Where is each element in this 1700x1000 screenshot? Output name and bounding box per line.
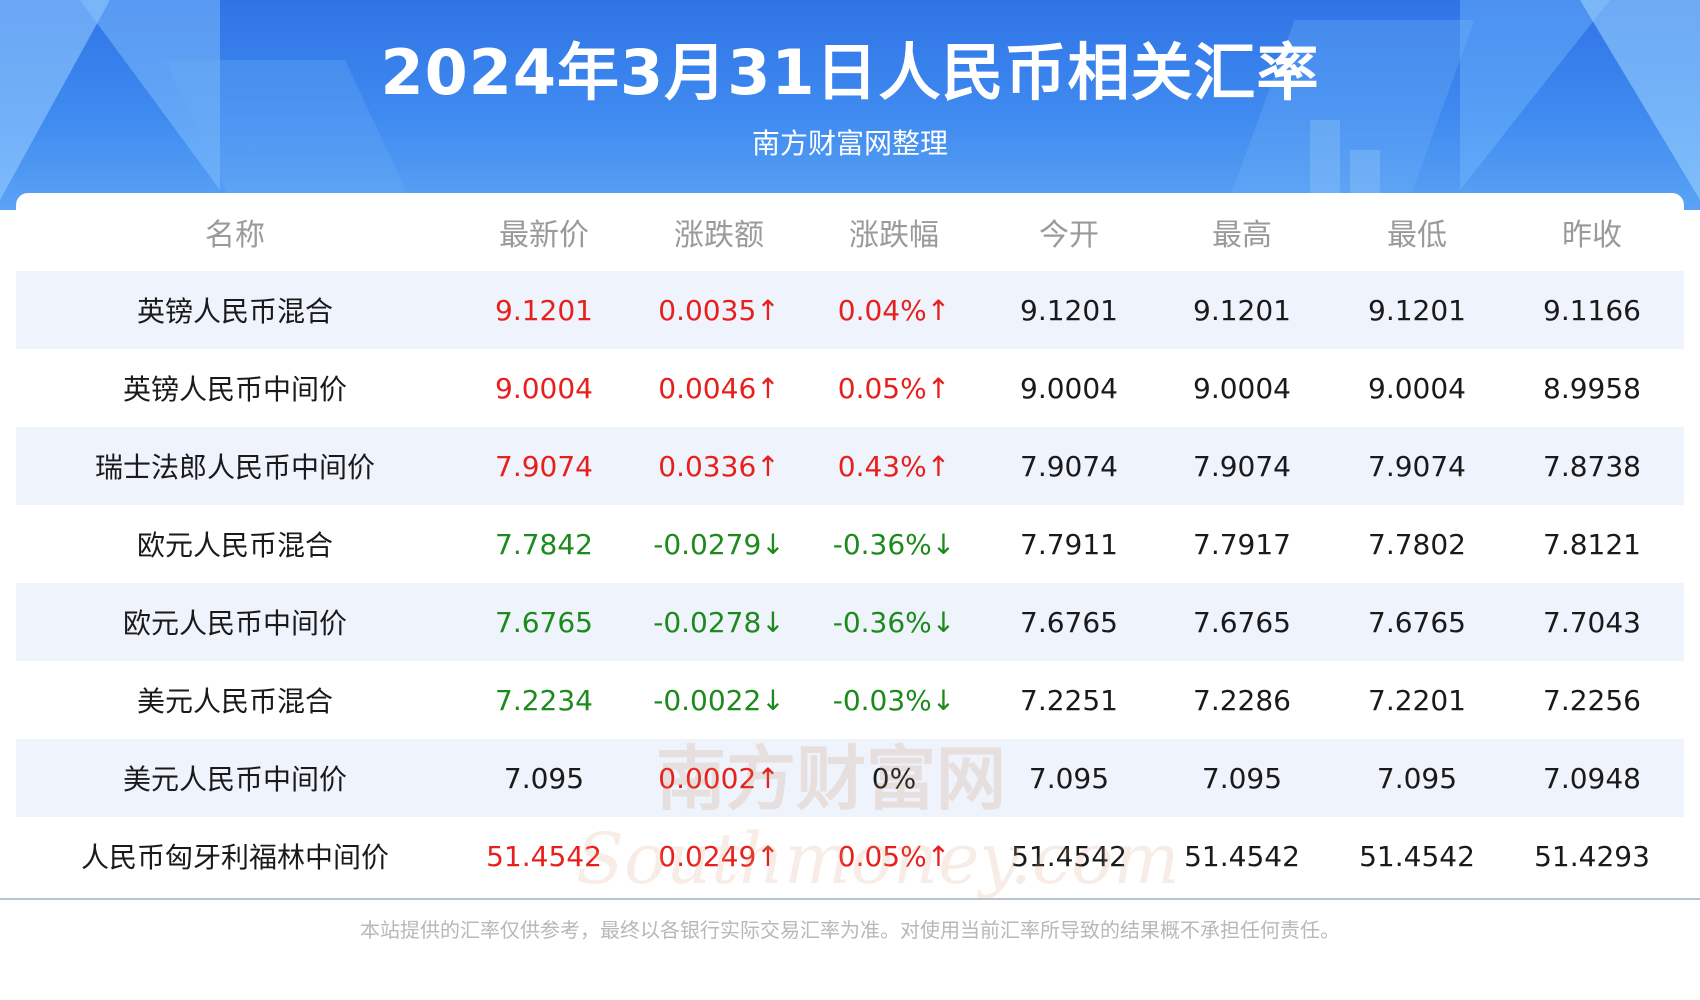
column-header-change: 涨跌额	[674, 218, 764, 253]
cell-latest: 9.1201	[495, 293, 593, 327]
cell-change: 0.0336↑	[658, 449, 780, 483]
cell-open: 7.9074	[1020, 449, 1118, 483]
disclaimer-text: 本站提供的汇率仅供参考，最终以各银行实际交易汇率为准。对使用当前汇率所导致的结果…	[360, 918, 1340, 942]
cell-name: 欧元人民币中间价	[122, 607, 347, 640]
table-header-row: 名称 最新价 涨跌额 涨跌幅 今开 最高 最低 昨收	[16, 193, 1684, 271]
decor-shape	[1580, 0, 1700, 200]
table-row: 英镑人民币混合 9.1201 0.0035↑ 0.04%↑ 9.1201 9.1201 9.…	[16, 271, 1684, 349]
table-row: 英镑人民币中间价 9.0004 0.0046↑ 0.05%↑ 9.0004 9.0004 9…	[16, 349, 1684, 427]
cell-change: 0.0002↑	[658, 761, 780, 795]
cell-low: 51.4542	[1359, 839, 1475, 873]
column-header-prev-close: 昨收	[1562, 218, 1622, 253]
cell-percent: -0.36%↓	[832, 527, 956, 561]
cell-low: 7.6765	[1368, 605, 1466, 639]
cell-name: 英镑人民币中间价	[122, 373, 347, 406]
page-title: 2024年3月31日人民币相关汇率	[380, 36, 1320, 109]
header-banner: 2024年3月31日人民币相关汇率 南方财富网整理	[0, 0, 1700, 210]
cell-change: 0.0035↑	[658, 293, 780, 327]
cell-name: 美元人民币混合	[136, 685, 333, 718]
cell-open: 9.0004	[1020, 371, 1118, 405]
cell-open: 9.1201	[1020, 293, 1118, 327]
cell-open: 7.6765	[1020, 605, 1118, 639]
cell-percent: 0.04%↑	[837, 293, 951, 327]
rates-table: 名称 最新价 涨跌额 涨跌幅 今开 最高 最低 昨收 英镑人民币混合 9.1201…	[16, 193, 1684, 900]
cell-high: 9.1201	[1193, 293, 1291, 327]
cell-prev-close: 7.8121	[1543, 527, 1641, 561]
cell-low: 7.7802	[1368, 527, 1466, 561]
cell-prev-close: 51.4293	[1534, 839, 1650, 873]
page-subtitle: 南方财富网整理	[751, 127, 948, 160]
cell-change: 0.0249↑	[658, 839, 780, 873]
cell-name: 人民币匈牙利福林中间价	[80, 841, 389, 874]
cell-percent: -0.03%↓	[832, 683, 956, 717]
column-header-name: 名称	[205, 218, 265, 253]
cell-percent: 0.05%↑	[837, 839, 951, 873]
cell-percent: -0.36%↓	[832, 605, 956, 639]
cell-change: -0.0022↓	[653, 683, 785, 717]
cell-low: 7.095	[1376, 761, 1458, 795]
table-row: 欧元人民币中间价 7.6765 -0.0278↓ -0.36%↓ 7.6765 7.676…	[16, 583, 1684, 661]
cell-high: 7.7917	[1193, 527, 1291, 561]
table-row: 人民币匈牙利福林中间价 51.4542 0.0249↑ 0.05%↑ 51.4542 51…	[16, 817, 1684, 895]
cell-prev-close: 7.0948	[1543, 761, 1641, 795]
cell-latest: 7.9074	[495, 449, 593, 483]
cell-latest: 51.4542	[486, 839, 602, 873]
column-header-percent: 涨跌幅	[849, 218, 939, 253]
cell-prev-close: 9.1166	[1543, 293, 1641, 327]
footer-divider	[0, 898, 1700, 900]
cell-name: 欧元人民币混合	[136, 529, 333, 562]
column-header-high: 最高	[1212, 218, 1272, 253]
cell-change: -0.0278↓	[653, 605, 785, 639]
cell-name: 英镑人民币混合	[136, 295, 333, 328]
cell-open: 7.2251	[1020, 683, 1118, 717]
cell-prev-close: 7.8738	[1543, 449, 1641, 483]
cell-prev-close: 7.7043	[1543, 605, 1641, 639]
cell-high: 7.095	[1201, 761, 1283, 795]
cell-latest: 7.7842	[495, 527, 593, 561]
decor-shape	[80, 0, 220, 190]
column-header-latest: 最新价	[499, 218, 589, 253]
table-row: 美元人民币中间价 7.095 0.0002↑ 0% 7.095 7.095 7.095 7.0…	[16, 739, 1684, 817]
cell-low: 7.9074	[1368, 449, 1466, 483]
cell-change: 0.0046↑	[658, 371, 780, 405]
cell-low: 9.0004	[1368, 371, 1466, 405]
cell-low: 9.1201	[1368, 293, 1466, 327]
cell-percent: 0%	[871, 761, 917, 795]
cell-low: 7.2201	[1368, 683, 1466, 717]
cell-high: 9.0004	[1193, 371, 1291, 405]
cell-high: 51.4542	[1184, 839, 1300, 873]
cell-latest: 7.6765	[495, 605, 593, 639]
cell-name: 美元人民币中间价	[122, 763, 347, 796]
cell-open: 7.7911	[1020, 527, 1118, 561]
decor-shape	[0, 0, 110, 200]
cell-percent: 0.43%↑	[837, 449, 951, 483]
cell-latest: 7.095	[503, 761, 585, 795]
cell-name: 瑞士法郎人民币中间价	[94, 451, 375, 484]
table-row: 欧元人民币混合 7.7842 -0.0279↓ -0.36%↓ 7.7911 7.7917…	[16, 505, 1684, 583]
cell-open: 51.4542	[1011, 839, 1127, 873]
column-header-open: 今开	[1039, 218, 1099, 253]
cell-latest: 9.0004	[495, 371, 593, 405]
cell-high: 7.6765	[1193, 605, 1291, 639]
cell-prev-close: 7.2256	[1543, 683, 1641, 717]
table-row: 美元人民币混合 7.2234 -0.0022↓ -0.03%↓ 7.2251 7.2286…	[16, 661, 1684, 739]
cell-open: 7.095	[1028, 761, 1110, 795]
cell-prev-close: 8.9958	[1543, 371, 1641, 405]
cell-latest: 7.2234	[495, 683, 593, 717]
table-row: 瑞士法郎人民币中间价 7.9074 0.0336↑ 0.43%↑ 7.9074 7.907…	[16, 427, 1684, 505]
cell-high: 7.2286	[1193, 683, 1291, 717]
cell-high: 7.9074	[1193, 449, 1291, 483]
column-header-low: 最低	[1387, 218, 1447, 253]
cell-percent: 0.05%↑	[837, 371, 951, 405]
cell-change: -0.0279↓	[653, 527, 785, 561]
